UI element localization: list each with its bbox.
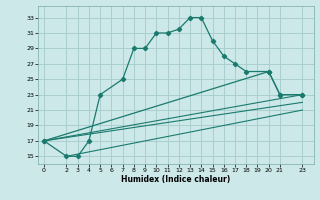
X-axis label: Humidex (Indice chaleur): Humidex (Indice chaleur) <box>121 175 231 184</box>
